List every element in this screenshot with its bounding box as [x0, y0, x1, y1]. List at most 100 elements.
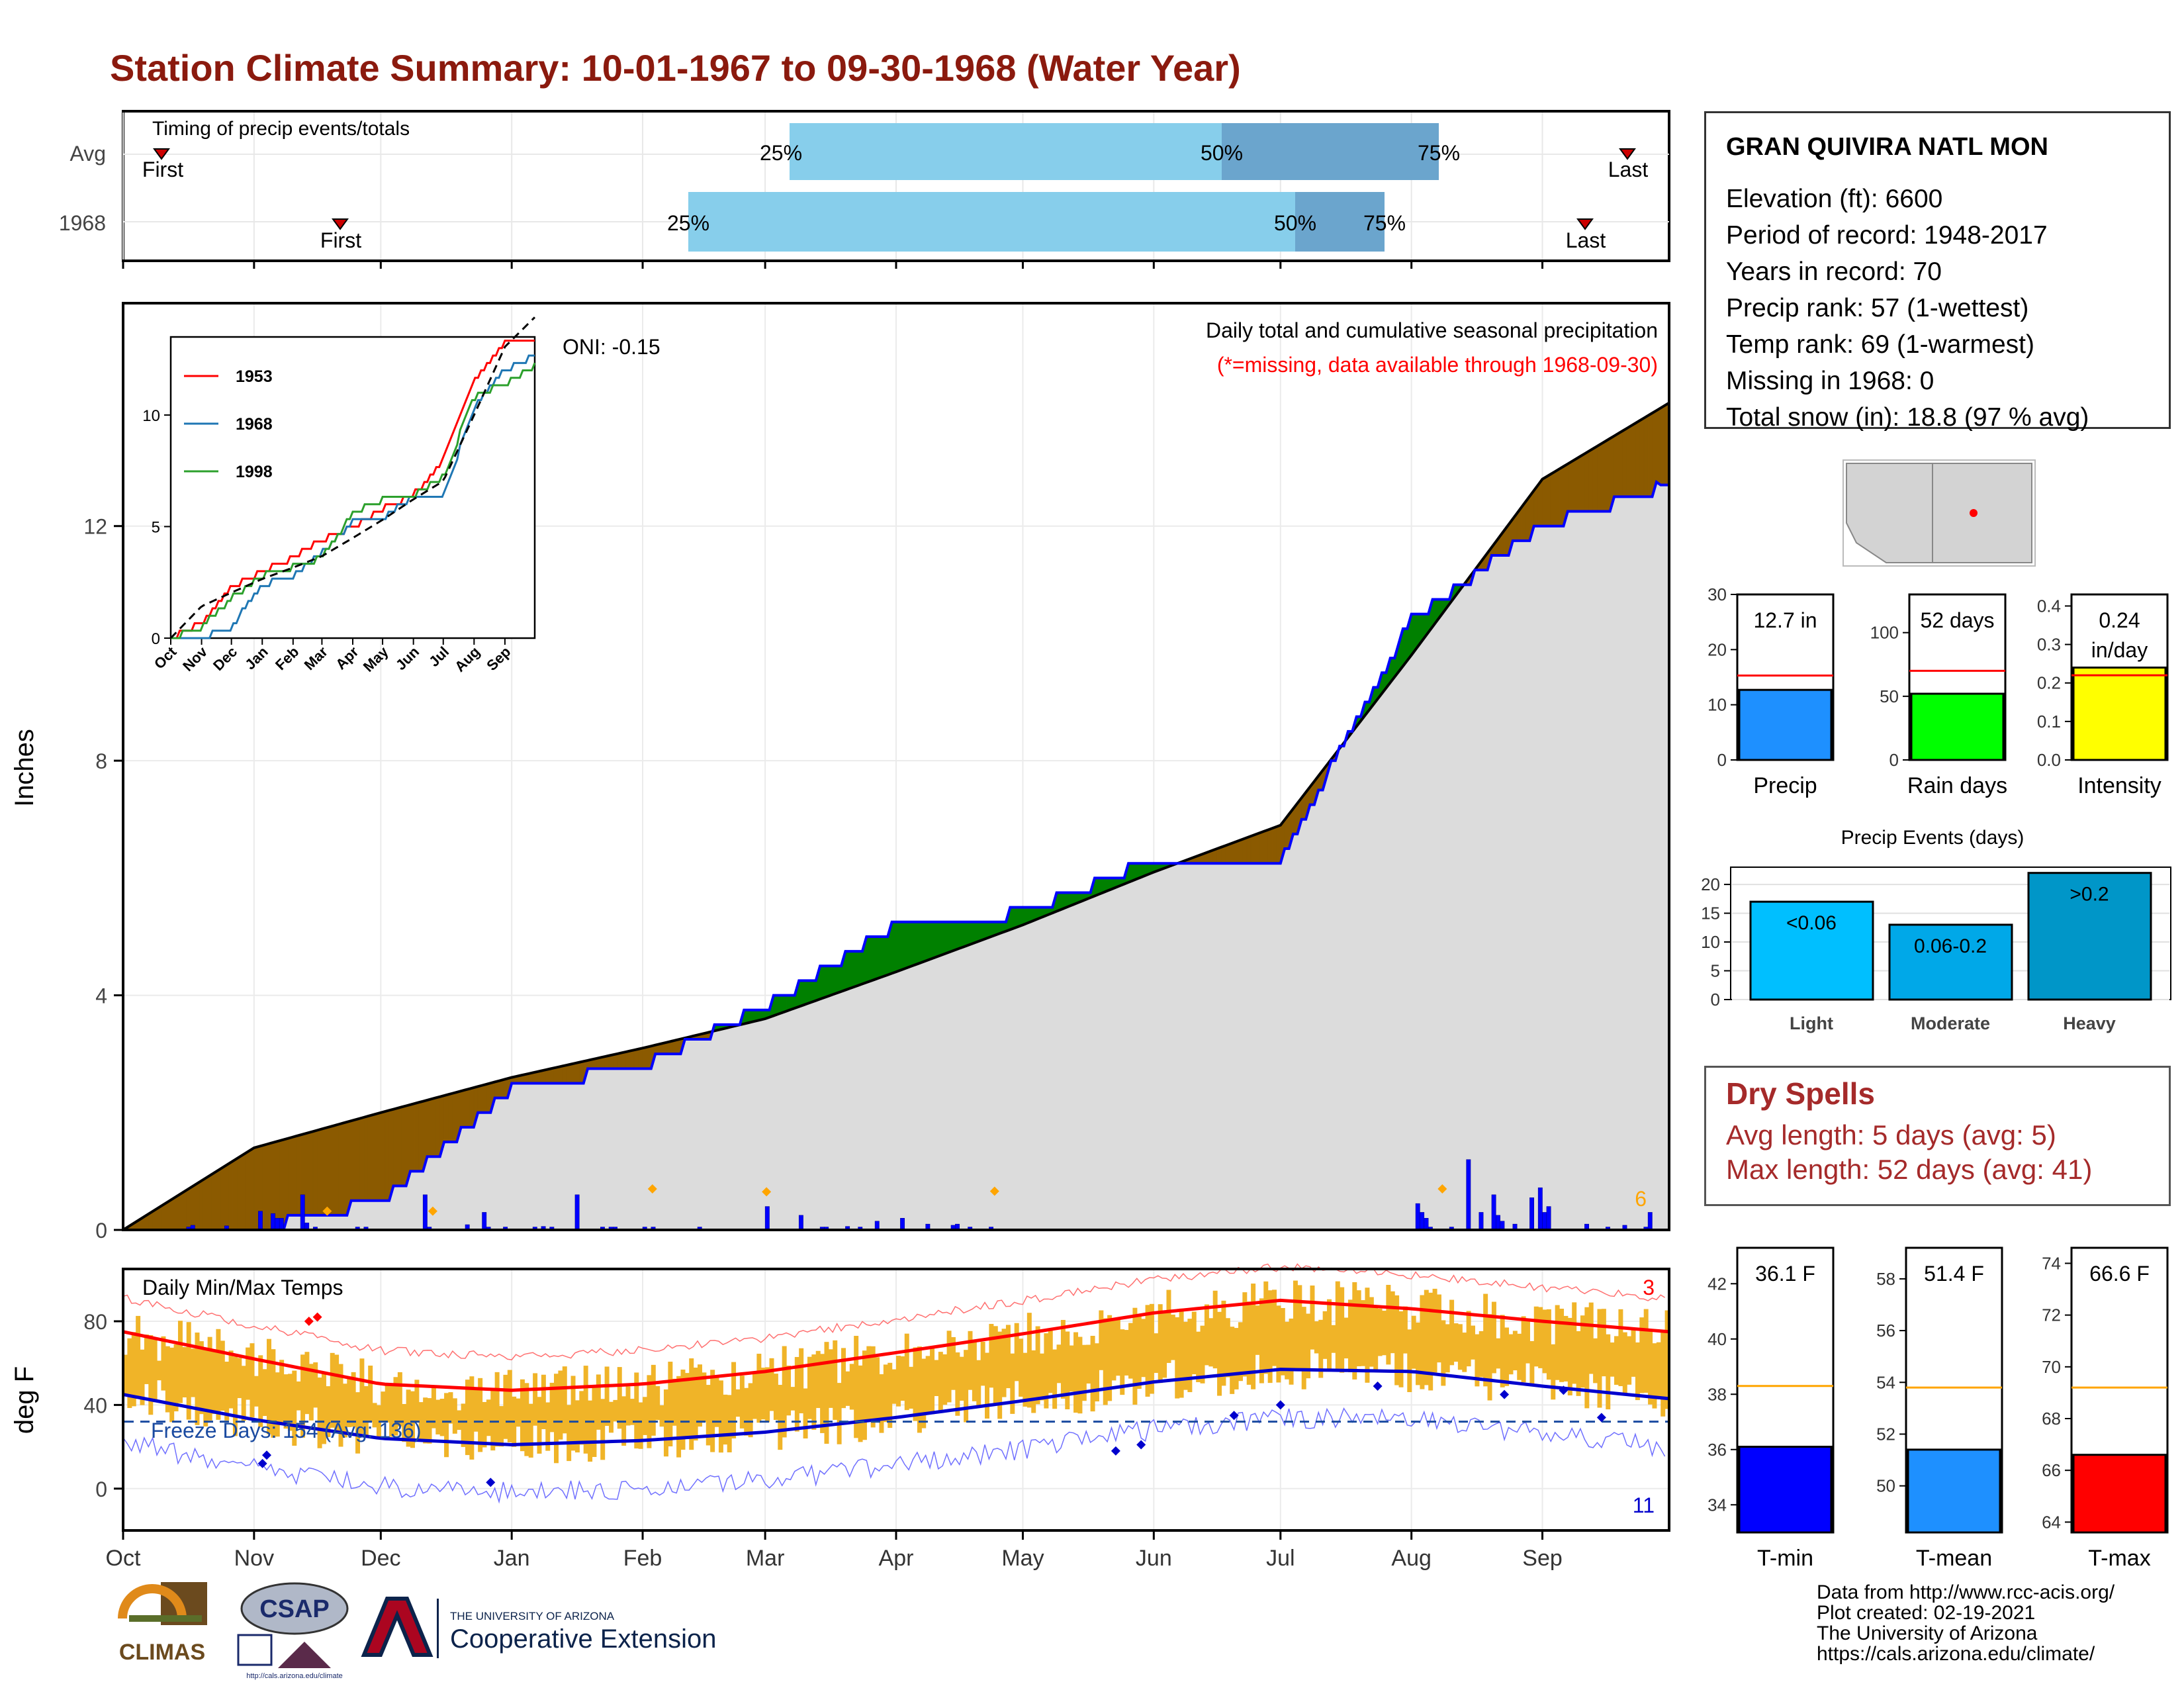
daily-temp-bar	[1453, 1323, 1459, 1362]
daily-temp-bar	[1335, 1281, 1340, 1370]
daily-temp-bar	[1128, 1323, 1134, 1379]
daily-temp-bar	[1069, 1345, 1074, 1392]
temp-stat0-tick-label: 34	[1707, 1495, 1727, 1515]
precip-diff-segment	[203, 1176, 208, 1231]
daily-temp-bar	[1196, 1331, 1201, 1382]
precip-diff-segment	[287, 1137, 293, 1216]
precip-diff-segment	[1259, 831, 1264, 864]
station-info-box: GRAN QUIVIRA NATL MON Elevation (ft): 66…	[1704, 111, 2171, 432]
daily-temp-bar	[617, 1367, 622, 1429]
daily-temp-bar	[554, 1374, 559, 1464]
stat2-tick-label: 0.1	[2037, 712, 2061, 731]
daily-temp-bar	[1077, 1336, 1083, 1414]
daily-temp-bar	[1347, 1299, 1353, 1373]
inset-legend-label: 1998	[236, 463, 273, 481]
ua-extension-logo: THE UNIVERSITY OF ARIZONA Cooperative Ex…	[357, 1592, 741, 1671]
daily-temp-bar	[435, 1399, 441, 1434]
record-low-marker	[1229, 1411, 1239, 1421]
daily-temp-bar	[351, 1372, 356, 1427]
daily-precip-bar	[1420, 1212, 1425, 1231]
daily-temp-bar	[1500, 1315, 1505, 1387]
daily-temp-bar	[1424, 1289, 1429, 1385]
precip-diff-segment	[312, 1129, 318, 1216]
precip-diff-segment	[279, 1139, 284, 1231]
record-low-marker	[1373, 1381, 1383, 1391]
daily-temp-bar	[833, 1340, 838, 1420]
daily-temp-bar	[165, 1346, 170, 1413]
daily-temp-bar	[486, 1399, 491, 1436]
daily-temp-bar	[727, 1395, 732, 1453]
daily-temp-bar	[1166, 1289, 1171, 1363]
daily-temp-bar	[1584, 1307, 1590, 1409]
precip-ytick-label: 12	[83, 515, 107, 539]
daily-temp-bar	[1352, 1282, 1357, 1380]
avg-p75-label: 75%	[1418, 141, 1460, 165]
year-first-marker	[332, 218, 349, 230]
precip-diff-segment	[220, 1166, 225, 1231]
daily-temp-bar	[1026, 1313, 1032, 1408]
precip-diff-segment	[811, 980, 817, 1003]
avg-timing-bar-early	[790, 123, 1222, 180]
precip-diff-segment	[574, 1062, 580, 1084]
temp-high-count: 3	[1643, 1276, 1655, 1299]
precip-diff-segment	[824, 965, 829, 998]
precip-ytick-label: 0	[95, 1219, 107, 1243]
precip-diff-segment	[1271, 826, 1277, 864]
climas-logo-arc	[118, 1584, 187, 1619]
daily-precip-bar	[900, 1218, 905, 1231]
precip-diff-segment	[1542, 476, 1547, 527]
daily-temp-bar	[1386, 1285, 1391, 1365]
precip-diff-segment	[304, 1132, 310, 1216]
precip-diff-segment	[1010, 907, 1015, 930]
precip-diff-segment	[330, 1125, 335, 1216]
daily-temp-bar	[883, 1364, 888, 1423]
inset-ytick-label: 5	[152, 518, 160, 536]
daily-temp-bar	[123, 1354, 128, 1394]
daily-temp-bar	[1661, 1331, 1666, 1417]
daily-temp-bar	[1483, 1293, 1488, 1387]
snow-marker	[647, 1184, 657, 1194]
daily-temp-bar	[925, 1356, 931, 1413]
stat1-label: Rain days	[1907, 773, 2007, 798]
daily-temp-bar	[909, 1366, 914, 1409]
stat1-value-label: 52 days	[1920, 608, 1994, 632]
daily-temp-bar	[807, 1356, 812, 1419]
month-label: Sep	[1522, 1546, 1563, 1571]
daily-temp-bar	[1115, 1319, 1120, 1376]
precip-diff-segment	[372, 1113, 377, 1201]
temp-content	[122, 1263, 1670, 1504]
precip-diff-segment	[1643, 415, 1649, 497]
daily-temp-bar	[858, 1365, 863, 1442]
stat2-value-label: 0.24	[2099, 608, 2140, 632]
inset-legend-label: 1968	[236, 415, 273, 434]
temp-stat2-tick-label: 64	[2042, 1512, 2061, 1532]
daily-temp-bar	[1158, 1304, 1163, 1383]
daily-temp-bar	[1381, 1311, 1387, 1356]
month-label: Dec	[361, 1546, 400, 1571]
daily-temp-bar	[469, 1376, 475, 1460]
daily-temp-bar	[1310, 1285, 1315, 1350]
daily-temp-bar	[1111, 1318, 1116, 1381]
daily-temp-bar	[157, 1360, 162, 1381]
precip-diff-segment	[1550, 471, 1555, 527]
daily-temp-bar	[841, 1348, 846, 1409]
daily-temp-bar	[1491, 1301, 1496, 1374]
daily-temp-bar	[321, 1372, 326, 1444]
daily-temp-bar	[634, 1372, 639, 1449]
daily-temp-bar	[739, 1376, 745, 1429]
precip-diff-segment	[938, 921, 943, 957]
daily-temp-bar	[296, 1381, 301, 1411]
daily-temp-bar	[815, 1350, 821, 1409]
inset-legend-label: 1953	[236, 367, 273, 386]
precip-diff-segment	[1660, 404, 1665, 485]
daily-temp-bar	[1306, 1313, 1311, 1379]
daily-temp-bar	[1457, 1324, 1463, 1370]
daily-temp-bar	[1631, 1329, 1636, 1377]
precip-diff-segment	[879, 936, 884, 978]
station-snow: Total snow (in): 18.8 (97 % avg)	[1726, 403, 2089, 432]
timing-label: Timing of precip events/totals	[152, 118, 410, 140]
daily-temp-bar	[1073, 1332, 1079, 1413]
precip-diff-segment	[633, 1049, 639, 1069]
daily-temp-bar	[1525, 1319, 1530, 1364]
daily-temp-bar	[1601, 1309, 1606, 1377]
